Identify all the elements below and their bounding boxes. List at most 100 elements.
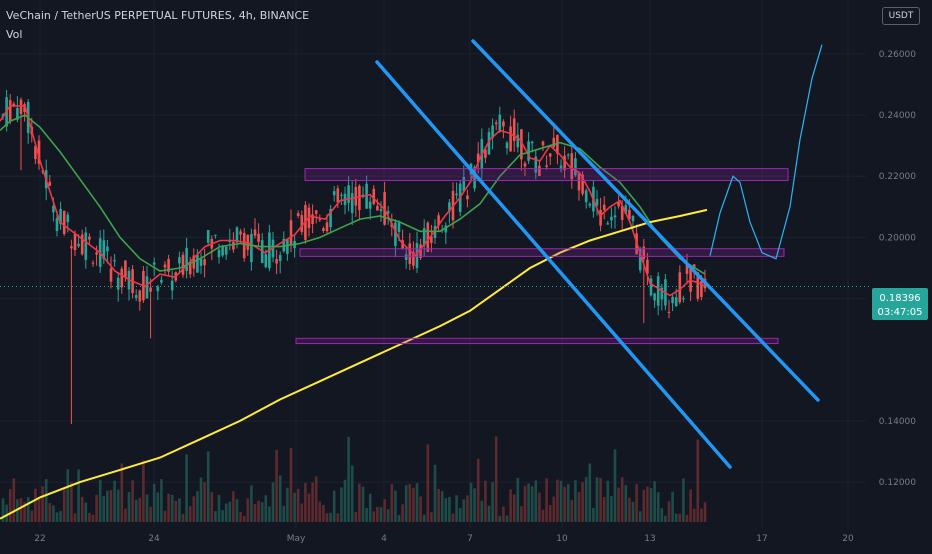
volume-bar [563,486,566,522]
volume-bar [271,482,275,522]
volume-bar [206,451,210,522]
volume-bar [527,483,530,522]
candle-body [257,233,260,242]
candle-body [203,259,206,266]
volume-bar [188,506,192,522]
candle-body [606,223,610,225]
candle-body [322,228,325,231]
candle-body [545,165,548,167]
volume-bar [343,479,347,522]
volume-bar [257,500,260,522]
candle-body [185,247,188,271]
x-tick-label: May [287,534,306,544]
volume-bar [624,485,628,522]
volume-bar [581,482,584,522]
candle-body [455,193,458,196]
volume-bar [203,482,206,522]
candle-body [415,243,419,269]
volume-bar [232,491,235,522]
candle-body [631,215,635,222]
volume-bar [264,495,268,522]
volume-bar [592,507,595,522]
candles [1,89,707,424]
volume-bar [282,505,286,522]
chart-title: VeChain / TetherUS PERPETUAL FUTURES, 4h… [6,9,310,22]
volume-bar [484,480,487,522]
candle-body [667,311,671,313]
support-resistance-zone [304,168,789,182]
channel-line [375,60,732,469]
volume-bar [404,485,408,522]
candle-body [113,260,116,262]
volume-bar [80,496,84,522]
candle-body [397,222,401,232]
grid-lines [0,0,866,528]
candle-body [340,194,343,196]
x-tick-label: 10 [556,534,568,544]
y-tick-label: 0.22000 [879,172,916,182]
candle-body [19,99,23,114]
price-badge-countdown: 03:47:05 [878,307,923,318]
support-resistance-zone [295,337,779,345]
candle-body [671,296,674,304]
volume-bar [556,479,559,522]
candle-body [530,141,534,144]
volume-bar [638,511,642,522]
candle-body [523,163,527,167]
volume-bar [433,464,437,522]
volume-bar [178,498,181,522]
candle-body [12,103,16,107]
candle-body [581,174,584,194]
volume-bar [192,496,196,522]
volume-bar [131,480,134,522]
candle-body [106,246,109,252]
x-tick-label: 7 [467,534,473,544]
volume-bar [667,501,671,522]
volume-bar [487,505,491,522]
volume-bar [170,494,174,522]
candle-body [149,287,152,292]
candle-body [163,264,167,268]
x-tick-label: 24 [148,534,160,544]
candle-body [347,185,350,203]
volume-bar [365,507,368,522]
candle-body [232,241,235,250]
volume-bar [552,496,556,522]
volume-bar [516,477,520,522]
candle-body [282,238,286,252]
candle-body [77,243,80,247]
candle-body [646,259,649,274]
volume-bar [124,508,127,522]
volume-bar [451,513,455,522]
candle-body [379,209,383,212]
volume-bar [617,487,620,522]
candle-body [566,154,570,156]
candle-body [145,276,149,299]
volume-bar [156,492,160,522]
candle-body [48,181,52,186]
volume-bar [689,489,692,522]
candle-body [120,268,124,288]
candle-body [329,208,332,228]
volume-bar [383,499,386,522]
candle-body [239,231,242,235]
currency-button[interactable]: USDT [882,7,920,25]
candle-body [336,188,340,203]
candle-body [73,233,77,251]
volume-bar [696,439,700,522]
candle-body [512,118,516,141]
volume-bar [674,513,678,522]
volume-bar [26,497,30,522]
volume-bar [77,469,80,522]
candle-body [88,236,91,240]
candle-body [462,176,466,192]
volume-bar [278,475,282,522]
volume-bar [653,481,656,522]
volume-bar [102,496,106,522]
volume-bar [509,489,512,522]
candle-body [412,251,415,266]
volume-bar [48,503,52,522]
volume-bar [250,485,253,522]
volume-bar [408,484,412,522]
